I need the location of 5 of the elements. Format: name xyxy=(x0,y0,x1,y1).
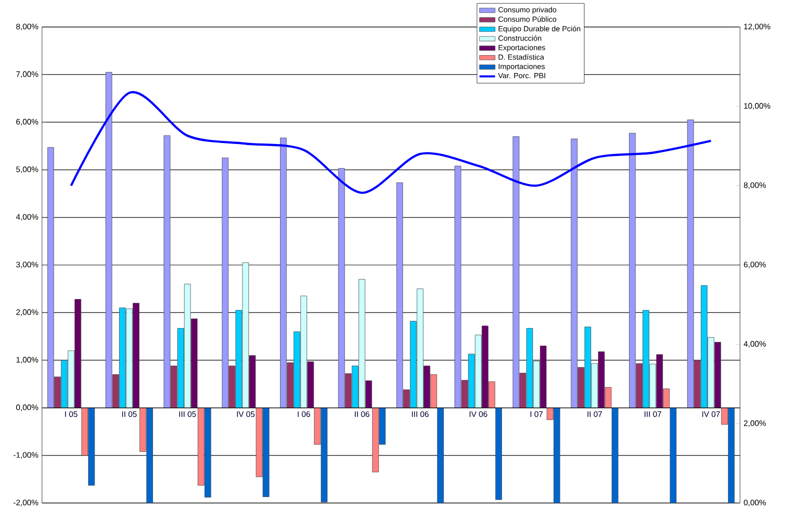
bar xyxy=(612,408,618,503)
bar xyxy=(88,408,95,486)
bar xyxy=(262,408,270,498)
line-series xyxy=(70,92,712,194)
bar xyxy=(437,408,444,503)
